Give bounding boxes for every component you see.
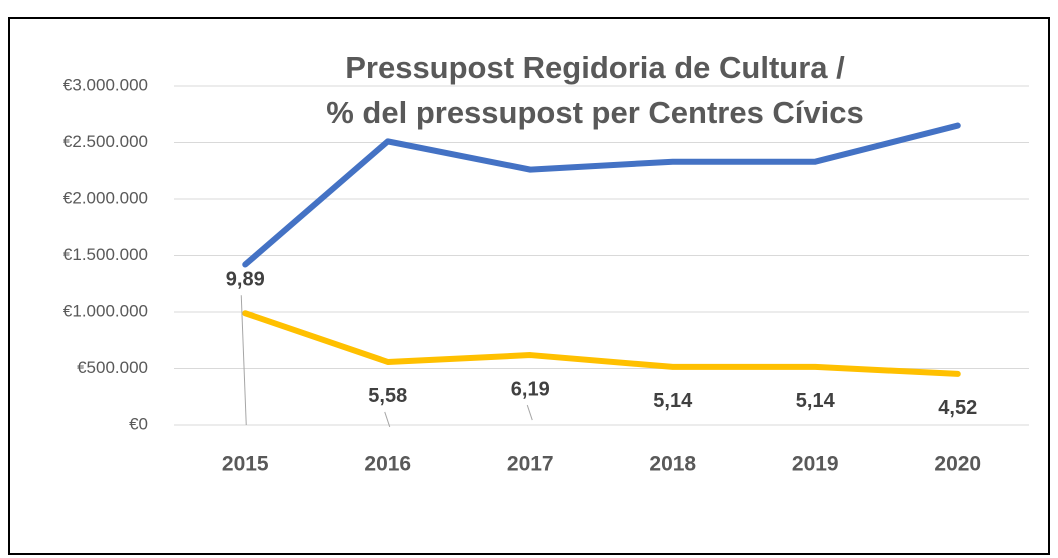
data-label: 4,52 xyxy=(938,397,977,419)
y-tick-label: €0 xyxy=(129,414,148,433)
x-tick-label: 2015 xyxy=(222,453,269,476)
leader-line xyxy=(526,404,533,421)
y-tick-label: €2.500.000 xyxy=(63,132,148,151)
data-label: 5,14 xyxy=(796,390,836,412)
chart-title: Pressupost Regidoria de Cultura / xyxy=(345,50,845,85)
y-tick-label: €1.000.000 xyxy=(63,301,148,320)
chart-title: % del pressupost per Centres Cívics xyxy=(326,95,864,130)
x-tick-label: 2020 xyxy=(934,453,981,476)
y-tick-label: €3.000.000 xyxy=(63,75,148,94)
y-tick-label: €500.000 xyxy=(77,358,148,377)
data-label: 5,14 xyxy=(653,390,693,412)
series-line xyxy=(242,122,961,268)
x-tick-label: 2019 xyxy=(792,453,839,476)
data-label: 5,58 xyxy=(368,385,407,407)
leader-line xyxy=(384,411,391,428)
y-tick-label: €1.500.000 xyxy=(63,245,148,264)
data-label: 6,19 xyxy=(511,378,550,400)
series-line xyxy=(242,310,961,377)
x-tick-label: 2017 xyxy=(507,453,554,476)
leader-line xyxy=(240,295,247,426)
y-tick-label: €2.000.000 xyxy=(63,188,148,207)
x-tick-label: 2016 xyxy=(364,453,411,476)
data-label: 9,89 xyxy=(226,269,265,291)
chart-frame xyxy=(8,17,1050,555)
x-tick-label: 2018 xyxy=(649,453,696,476)
